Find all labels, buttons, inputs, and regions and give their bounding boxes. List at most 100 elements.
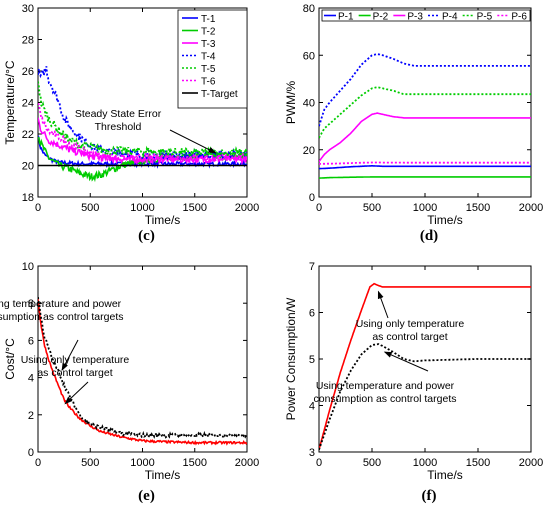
legend-entry-t-3: T-3 <box>201 39 216 50</box>
y-tick-label: 22 <box>22 129 34 141</box>
y-tick-label: 18 <box>22 192 34 204</box>
y-tick-label: 20 <box>303 145 315 157</box>
x-tick-label: 2000 <box>519 457 543 469</box>
legend-entry-p-4: P-4 <box>442 12 458 23</box>
y-tick-label: 3 <box>309 447 315 459</box>
legend-box <box>321 9 531 22</box>
y-tick-label: 6 <box>309 308 315 320</box>
panel-label: (c) <box>138 228 155 244</box>
y-tick-label: 6 <box>28 335 34 347</box>
legend-entry-t-target: T-Target <box>201 89 238 100</box>
y-axis-label: Cost/°C <box>3 338 17 380</box>
x-axis-label: Time/s <box>145 213 181 227</box>
y-tick-label: 4 <box>28 373 34 385</box>
y-tick-label: 24 <box>22 98 34 110</box>
legend-entry-p-5: P-5 <box>477 12 493 23</box>
legend-box <box>177 9 248 109</box>
annotation-arrow <box>64 381 89 405</box>
annotation-text: Using only temperature <box>356 318 465 330</box>
x-tick-label: 1500 <box>466 202 490 214</box>
x-tick-label: 1000 <box>413 457 437 469</box>
annotation-text: Steady State Error <box>75 108 162 120</box>
x-axis-label: Time/s <box>427 213 463 227</box>
panel-label: (f) <box>422 488 437 504</box>
chart-panel-4: 0 500 1000 1500 2000 3 4 5 6 7 Time/s Power Consump… <box>284 261 543 504</box>
y-tick-label: 4 <box>309 401 315 413</box>
x-tick-label: 2000 <box>519 202 543 214</box>
annotation-arrow <box>169 129 217 154</box>
annotation-text: Using temperature and power <box>316 380 455 392</box>
y-tick-label: 0 <box>28 447 34 459</box>
x-tick-label: 0 <box>316 457 322 469</box>
y-tick-label: 8 <box>28 298 34 310</box>
legend-entry-t-6: T-6 <box>201 77 216 88</box>
legend: T-1 T-2T-3 T-4T-5 T-6T-Target <box>177 9 248 109</box>
series-line-p-3 <box>319 112 531 163</box>
legend-entry-p-1: P-1 <box>338 12 354 23</box>
legend-entry-p-3: P-3 <box>407 12 423 23</box>
y-tick-label: 80 <box>303 3 315 15</box>
x-tick-label: 0 <box>35 457 41 469</box>
annotation-text: consumption as control targets <box>0 311 124 323</box>
y-axis-label: Temperature/°C <box>3 60 17 144</box>
series-line-curve-1 <box>319 282 531 450</box>
annotation-arrow <box>61 339 79 372</box>
x-tick-label: 1000 <box>130 457 154 469</box>
legend-entry-t-1: T-1 <box>201 14 216 25</box>
y-tick-label: 20 <box>22 161 34 173</box>
annotation-text: Using only temperature <box>21 354 130 366</box>
y-tick-label: 60 <box>303 50 315 62</box>
y-tick-label: 5 <box>309 354 315 366</box>
x-axis-label: Time/s <box>427 468 463 482</box>
series-line-t-6 <box>38 102 247 164</box>
y-axis-label: PWM/% <box>284 81 298 125</box>
x-tick-label: 2000 <box>235 202 259 214</box>
y-tick-label: 28 <box>22 35 34 47</box>
series-line-curve-2 <box>319 343 531 450</box>
panel-label: (d) <box>420 228 438 244</box>
y-tick-label: 26 <box>22 66 34 78</box>
annotation-arrow <box>377 290 389 319</box>
series-line-curve-2 <box>38 297 247 441</box>
y-axis-label: Power Consumption/W <box>284 297 298 420</box>
annotation-text: as control target <box>37 367 112 379</box>
x-tick-label: 500 <box>81 202 99 214</box>
panel-label: (e) <box>138 488 155 504</box>
legend-entry-t-5: T-5 <box>201 64 216 75</box>
x-axis-label: Time/s <box>145 468 181 482</box>
y-tick-label: 2 <box>28 410 34 422</box>
x-tick-label: 500 <box>81 457 99 469</box>
x-tick-label: 0 <box>35 202 41 214</box>
x-tick-label: 1500 <box>183 457 207 469</box>
x-tick-label: 1000 <box>413 202 437 214</box>
series-line-p-1 <box>319 165 531 170</box>
plot-frame <box>318 7 532 198</box>
legend-entry-t-4: T-4 <box>201 52 216 63</box>
y-tick-label: 40 <box>303 98 315 110</box>
series-line-p-2 <box>319 176 531 179</box>
y-tick-label: 0 <box>309 192 315 204</box>
y-tick-label: 10 <box>22 261 34 273</box>
x-tick-label: 1500 <box>183 202 207 214</box>
annotation-text: consumption as control targets <box>314 393 457 405</box>
annotation-text: Threshold <box>95 121 142 133</box>
x-tick-label: 500 <box>363 457 381 469</box>
annotation-text: as control target <box>372 331 447 343</box>
legend: P-1 P-2 P-3 P-4 P-5 P-6 <box>321 9 531 23</box>
annotation-arrow <box>383 351 429 372</box>
legend-entry-p-6: P-6 <box>511 12 527 23</box>
series-line-curve-1 <box>38 299 247 446</box>
x-tick-label: 2000 <box>235 457 259 469</box>
legend-entry-t-2: T-2 <box>201 27 216 38</box>
x-tick-label: 1500 <box>466 457 490 469</box>
chart-panel-2: 0 500 1000 1500 2000 0 20 40 60 80 Time/s PWM/% (d) P… <box>284 3 543 244</box>
series-line-p-4 <box>319 53 531 127</box>
plot-frame <box>318 265 532 453</box>
y-tick-label: 7 <box>309 261 315 273</box>
